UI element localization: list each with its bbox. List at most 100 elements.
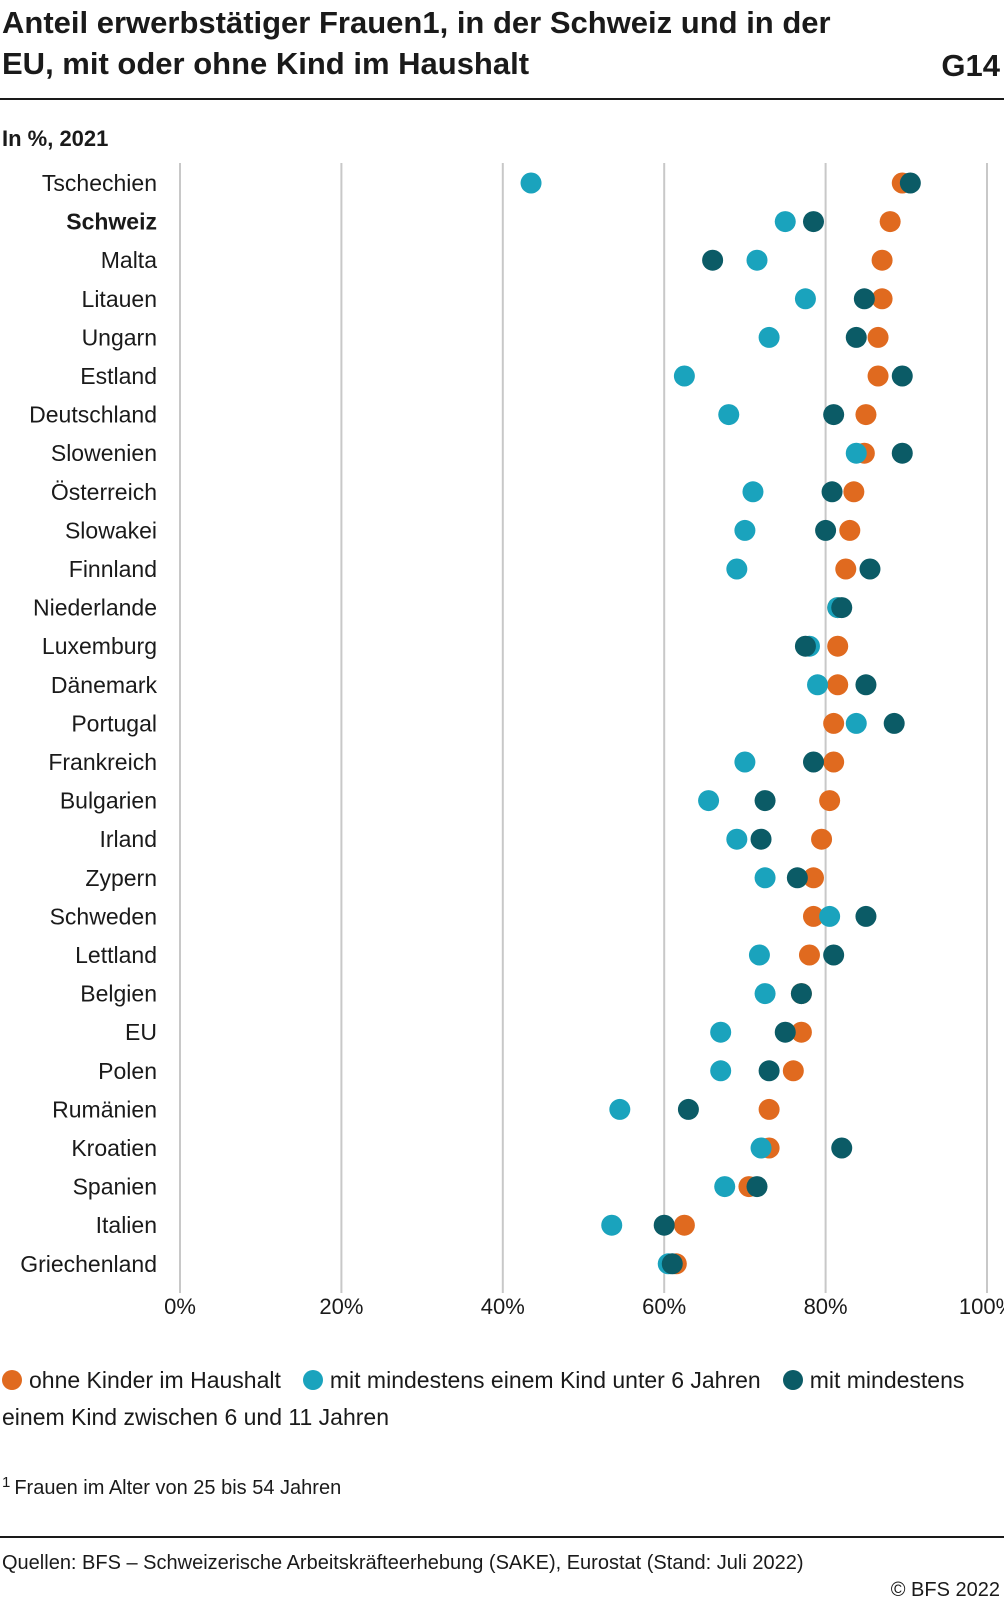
country-label: Zypern xyxy=(85,865,157,891)
data-point-series-2 xyxy=(673,365,695,387)
legend-dot-icon xyxy=(302,1370,323,1390)
country-label: Deutschland xyxy=(29,402,157,428)
data-point-series-3 xyxy=(677,1098,699,1120)
data-point-series-3 xyxy=(746,1176,768,1198)
x-tick-label: 0% xyxy=(164,1294,196,1319)
data-points xyxy=(520,172,921,1275)
country-label: Kroatien xyxy=(71,1135,157,1161)
data-point-series-2 xyxy=(609,1098,631,1120)
data-point-series-2 xyxy=(819,905,841,927)
country-label: Finnland xyxy=(69,556,157,582)
data-point-series-2 xyxy=(758,326,780,348)
country-label: Dänemark xyxy=(51,672,158,698)
country-label: EU xyxy=(125,1019,157,1045)
chart-title: Anteil erwerbstätiger Frauen1, in der Sc… xyxy=(2,5,831,81)
legend-item-3: mit mindestens einem Kind zwischen 6 und… xyxy=(2,1367,964,1430)
country-label: Österreich xyxy=(51,479,157,505)
data-point-series-1 xyxy=(673,1214,695,1236)
chart-header: Anteil erwerbstätiger Frauen1, in der Sc… xyxy=(0,0,1004,100)
footnote: 1 Frauen im Alter von 25 bis 54 Jahren xyxy=(2,1470,341,1501)
country-label: Slowenien xyxy=(51,440,157,466)
data-point-series-3 xyxy=(802,211,824,233)
country-label: Italien xyxy=(96,1212,157,1238)
country-label: Irland xyxy=(99,826,157,852)
x-tick-label: 40% xyxy=(481,1294,525,1319)
data-point-series-3 xyxy=(790,983,812,1005)
data-point-series-1 xyxy=(819,790,841,812)
data-point-series-3 xyxy=(815,519,837,541)
data-point-series-2 xyxy=(750,1137,772,1159)
data-point-series-2 xyxy=(714,1176,736,1198)
country-label: Belgien xyxy=(80,981,157,1007)
legend-dot-icon xyxy=(782,1370,803,1390)
data-point-series-2 xyxy=(734,751,756,773)
data-point-series-2 xyxy=(845,442,867,464)
source-note: Quellen: BFS – Schweizerische Arbeitskrä… xyxy=(2,1552,804,1574)
data-point-series-3 xyxy=(845,326,867,348)
data-point-series-3 xyxy=(823,944,845,966)
x-tick-label: 60% xyxy=(642,1294,686,1319)
data-point-series-3 xyxy=(823,404,845,426)
data-point-series-2 xyxy=(718,404,740,426)
data-point-series-3 xyxy=(891,365,913,387)
header-divider xyxy=(0,98,1004,100)
country-label: Ungarn xyxy=(82,324,157,350)
data-point-series-3 xyxy=(891,442,913,464)
data-point-series-3 xyxy=(661,1253,683,1275)
country-label: Schweden xyxy=(50,903,157,929)
country-label: Griechenland xyxy=(20,1251,157,1277)
data-point-series-3 xyxy=(883,712,905,734)
data-point-series-3 xyxy=(786,867,808,889)
data-point-series-2 xyxy=(520,172,542,194)
data-point-series-2 xyxy=(794,288,816,310)
country-label: Niederlande xyxy=(33,595,157,621)
legend-item-2: mit mindestens einem Kind unter 6 Jahren xyxy=(302,1367,761,1393)
data-point-series-1 xyxy=(839,519,861,541)
footnote-mark: 1 xyxy=(2,1474,11,1491)
footer-divider xyxy=(0,1536,1004,1538)
data-point-series-3 xyxy=(750,828,772,850)
country-label: Estland xyxy=(80,363,157,389)
legend-dot-icon xyxy=(2,1370,22,1390)
country-label: Luxemburg xyxy=(42,633,157,659)
country-labels: Tschechien Schweiz Malta Litauen Ungarn Estla… xyxy=(20,170,157,1277)
data-point-series-2 xyxy=(774,211,796,233)
legend-label: ohne Kinder im Haushalt xyxy=(29,1367,281,1393)
data-point-series-1 xyxy=(843,481,865,503)
data-point-series-1 xyxy=(879,211,901,233)
data-point-series-1 xyxy=(823,712,845,734)
footnote-text: Frauen im Alter von 25 bis 54 Jahren xyxy=(14,1477,342,1499)
x-tick-label: 80% xyxy=(804,1294,848,1319)
data-point-series-1 xyxy=(798,944,820,966)
data-point-series-1 xyxy=(871,249,893,271)
data-point-series-3 xyxy=(831,597,853,619)
legend-item-1: ohne Kinder im Haushalt xyxy=(2,1367,281,1393)
data-point-series-1 xyxy=(823,751,845,773)
data-point-series-3 xyxy=(855,905,877,927)
x-tick-label: 20% xyxy=(319,1294,363,1319)
country-label: Polen xyxy=(98,1058,157,1084)
data-point-series-3 xyxy=(855,674,877,696)
data-point-series-1 xyxy=(867,326,889,348)
data-point-series-3 xyxy=(853,288,875,310)
data-point-series-3 xyxy=(754,790,776,812)
data-point-series-3 xyxy=(802,751,824,773)
country-label: Portugal xyxy=(71,710,157,736)
data-point-series-1 xyxy=(835,558,857,580)
data-point-series-3 xyxy=(794,635,816,657)
gridlines xyxy=(179,163,988,1293)
x-axis-labels: 0% 20% 40% 60% 80% 100% xyxy=(164,1294,1004,1319)
data-point-series-2 xyxy=(807,674,829,696)
country-label: Slowakei xyxy=(65,517,157,543)
data-point-series-3 xyxy=(821,481,843,503)
data-point-series-3 xyxy=(702,249,724,271)
title-footnote-mark: 1 xyxy=(422,5,440,40)
data-point-series-2 xyxy=(726,558,748,580)
data-point-series-1 xyxy=(790,1021,812,1043)
data-point-series-1 xyxy=(855,404,877,426)
country-label: Frankreich xyxy=(48,749,157,775)
data-point-series-1 xyxy=(827,674,849,696)
country-label: Malta xyxy=(101,247,157,273)
chart-code: G14 xyxy=(941,48,1000,83)
data-point-series-2 xyxy=(710,1021,732,1043)
